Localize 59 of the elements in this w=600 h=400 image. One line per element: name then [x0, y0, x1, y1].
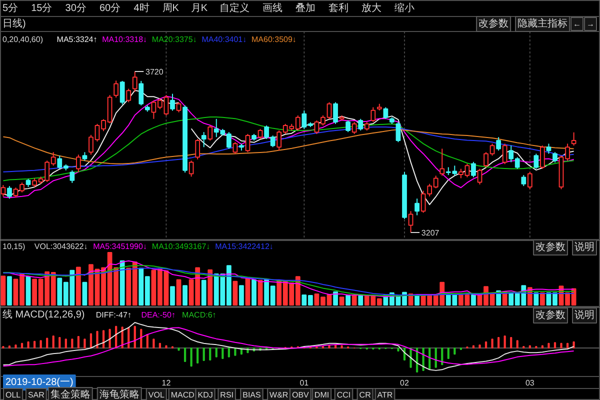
- text: MA15:3422412↓: [215, 242, 274, 251]
- text: MA10:3318↓: [102, 35, 148, 44]
- annotation: 3720: [146, 68, 164, 76]
- text: MA20:3375↓: [152, 35, 197, 44]
- text: CCI: [336, 390, 351, 400]
- annotation: 说明: [574, 241, 594, 253]
- series-label: MA5:3451990↓: [93, 242, 147, 251]
- text: DMI: [314, 390, 330, 400]
- text: 套利: [328, 2, 348, 14]
- series-label: MA10:3493167↓: [152, 242, 210, 251]
- legend-title: 10,15): [2, 242, 26, 251]
- x-tick-label: 01: [300, 378, 310, 388]
- series-label: DIFF:-47↑: [96, 310, 132, 320]
- text: 周K: [162, 3, 180, 14]
- series-label: DEA:-50↑: [141, 310, 176, 320]
- text: 5分: [2, 2, 18, 14]
- text: OLL: [6, 390, 22, 400]
- text: 叠加: [296, 2, 316, 14]
- text: MACD: [170, 390, 195, 400]
- text: ATR: [377, 390, 393, 400]
- text: MA40:3401↓: [202, 35, 247, 44]
- text: W&R: [270, 390, 288, 400]
- chart-title: 日线): [2, 18, 26, 30]
- legend-title: 线 MACD(12,26,9): [2, 308, 85, 320]
- x-tick-label: 02: [400, 378, 410, 388]
- text: 说明: [574, 309, 594, 321]
- text: KDJ: [198, 390, 213, 400]
- text: MA60:3509↓: [252, 35, 296, 44]
- text: 月K: [190, 3, 208, 14]
- text: 自定义: [220, 2, 250, 14]
- x-tick-label: 12: [162, 378, 172, 388]
- text: 30分: [65, 2, 86, 14]
- text: 4时: [134, 2, 150, 14]
- text: 放大: [362, 2, 382, 14]
- text: →: [586, 20, 594, 28]
- text: 15分: [31, 2, 52, 14]
- text: 缩小: [394, 2, 414, 14]
- text: BIAS: [242, 390, 261, 400]
- text: CR: [359, 390, 372, 400]
- text: 海龟策略: [99, 388, 140, 400]
- annotation: 3207: [421, 228, 440, 238]
- text: 集金策略: [50, 388, 90, 400]
- text: 改参数: [536, 309, 566, 321]
- text: ←: [573, 20, 582, 28]
- annotation: 改参数: [536, 241, 566, 253]
- text: SAR: [28, 390, 45, 400]
- text: MA5:3324↑: [56, 35, 98, 44]
- legend-title: 0,20,40,60): [2, 35, 44, 44]
- text: 改参数: [478, 18, 509, 30]
- text: MACD:6↑: [182, 310, 216, 320]
- text: VOL: [148, 390, 165, 400]
- text: 2019-10-28(一): [6, 377, 74, 388]
- text: RSI: [220, 390, 234, 400]
- text: 隐藏主指标: [518, 18, 568, 30]
- text: OBV: [292, 390, 310, 400]
- x-tick-label: 03: [525, 378, 535, 388]
- series-label: VOL:3043622↓: [34, 242, 88, 251]
- text: 60分: [100, 2, 121, 14]
- text: 画线: [262, 2, 282, 14]
